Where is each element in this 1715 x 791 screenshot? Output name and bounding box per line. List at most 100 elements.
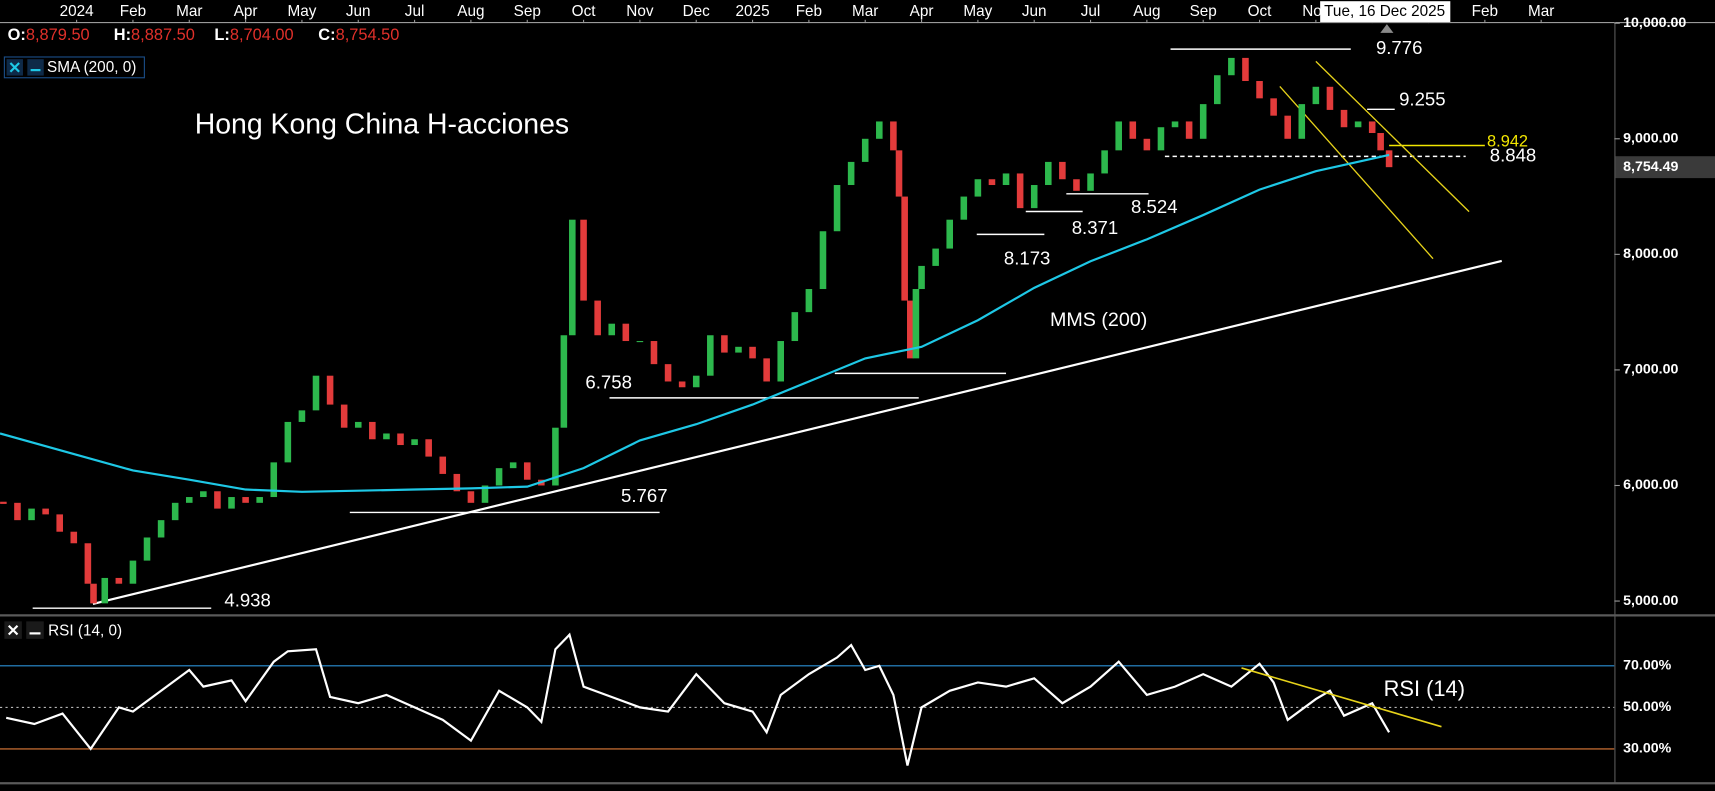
ohlc-label: H: — [114, 27, 131, 45]
y-tick-label: 30.00% — [1623, 741, 1672, 757]
ohlc-value: 8,704.00 — [230, 27, 294, 45]
candle-body — [692, 375, 700, 388]
candle-body — [1059, 161, 1066, 180]
candle-body — [1101, 150, 1108, 174]
ohlc-value: 8,887.50 — [131, 27, 195, 45]
x-tick-label: Oct — [1248, 3, 1273, 20]
candle-body — [42, 508, 49, 515]
candle-body — [1030, 185, 1038, 209]
sma-legend[interactable]: SMA (200, 0) — [3, 56, 145, 79]
candle-body — [1256, 81, 1263, 99]
level-label: 8.371 — [1072, 217, 1119, 238]
candle-body — [569, 219, 576, 336]
candle-body — [1185, 121, 1193, 139]
x-tick-label: Apr — [910, 3, 934, 20]
candle-body — [1016, 173, 1024, 209]
chart-title: Hong Kong China H-acciones — [195, 108, 569, 140]
candle-body — [678, 381, 686, 388]
collapse-button[interactable] — [26, 621, 44, 639]
remove-icon — [7, 624, 19, 636]
candle-body — [495, 468, 503, 486]
rsi-line — [5, 632, 1391, 766]
collapse-icon — [29, 632, 41, 635]
candle-body — [707, 335, 714, 376]
crosshair-tooltip: Tue, 16 Dec 2025 — [1324, 3, 1445, 20]
candle-body — [1115, 121, 1122, 151]
x-tick-label: Apr — [234, 3, 258, 20]
y-tick-label: 8,000.00 — [1623, 246, 1678, 262]
candle-body — [0, 501, 7, 504]
y-tick-label: 7,000.00 — [1623, 362, 1678, 378]
x-tick-label: Mar — [176, 3, 202, 20]
crosshair-marker — [1380, 24, 1394, 33]
candle-body — [397, 433, 404, 446]
candle-body — [833, 185, 841, 232]
rsi-panel — [0, 632, 1615, 766]
candle-body — [1354, 121, 1362, 128]
y-tick-label: 70.00% — [1623, 658, 1672, 674]
y-tick-label: 50.00% — [1623, 699, 1672, 715]
candle-body — [918, 265, 925, 290]
x-tick-label: Mar — [1528, 3, 1554, 20]
rsi-trendline — [1241, 667, 1442, 728]
collapse-button[interactable] — [27, 59, 44, 76]
candle-body — [270, 462, 278, 498]
x-tick-label: Aug — [1133, 3, 1160, 20]
candle-body — [876, 121, 883, 139]
candle-body — [1298, 104, 1306, 139]
last-price-label: 8,754.49 — [1623, 159, 1678, 175]
rsi-legend[interactable]: RSI (14, 0) — [4, 621, 122, 639]
level-label: 8.173 — [1004, 247, 1051, 268]
candle-body — [847, 161, 855, 186]
candle-body — [312, 375, 320, 411]
candle-body — [383, 433, 390, 440]
candle-body — [1199, 104, 1207, 139]
y-tick-label: 9,000.00 — [1623, 131, 1678, 147]
candle-body — [509, 462, 517, 469]
candle-body — [425, 439, 432, 457]
candle-body — [988, 179, 996, 186]
trendline — [1279, 86, 1434, 260]
x-tick-label: Oct — [572, 3, 597, 20]
x-tick-label: May — [963, 3, 992, 20]
crosshair-tooltip-box — [1320, 1, 1451, 22]
candle-body — [907, 300, 914, 359]
ohlc-value: 8,879.50 — [26, 27, 90, 45]
candle-body — [890, 121, 897, 151]
candle-body — [1368, 121, 1376, 134]
candle-body — [28, 508, 35, 521]
candle-body — [481, 485, 489, 503]
candle-body — [56, 514, 63, 532]
level-label: 8.942 — [1487, 133, 1528, 151]
level-label: 6.758 — [585, 372, 632, 393]
candle-body — [622, 323, 630, 342]
candle-body — [861, 138, 869, 162]
candle-body — [14, 502, 21, 521]
candle-body — [1143, 138, 1151, 151]
x-tick-label: Jun — [346, 3, 371, 20]
candle-body — [763, 358, 770, 382]
candle-body — [1385, 150, 1393, 168]
candle-body — [143, 537, 151, 561]
candle-body — [901, 196, 908, 301]
x-tick-label: Sep — [514, 3, 541, 20]
candle-body — [664, 364, 672, 382]
x-tick-label: Jul — [405, 3, 425, 20]
candle-body — [284, 421, 292, 463]
candle-body — [298, 410, 306, 422]
level-label: 8.524 — [1131, 196, 1178, 217]
candle-body — [735, 346, 742, 353]
x-tick-label: Feb — [1472, 3, 1498, 20]
candle-body — [580, 219, 587, 301]
candle-body — [157, 520, 165, 538]
candle-body — [777, 341, 785, 382]
candle-body — [932, 248, 939, 266]
last-price-tag — [1615, 156, 1715, 179]
candle-body — [242, 497, 249, 503]
candle-body — [1214, 75, 1221, 105]
candle-body — [185, 497, 193, 503]
candle-body — [70, 531, 78, 544]
candle-body — [129, 560, 137, 584]
candle-body — [467, 491, 475, 503]
